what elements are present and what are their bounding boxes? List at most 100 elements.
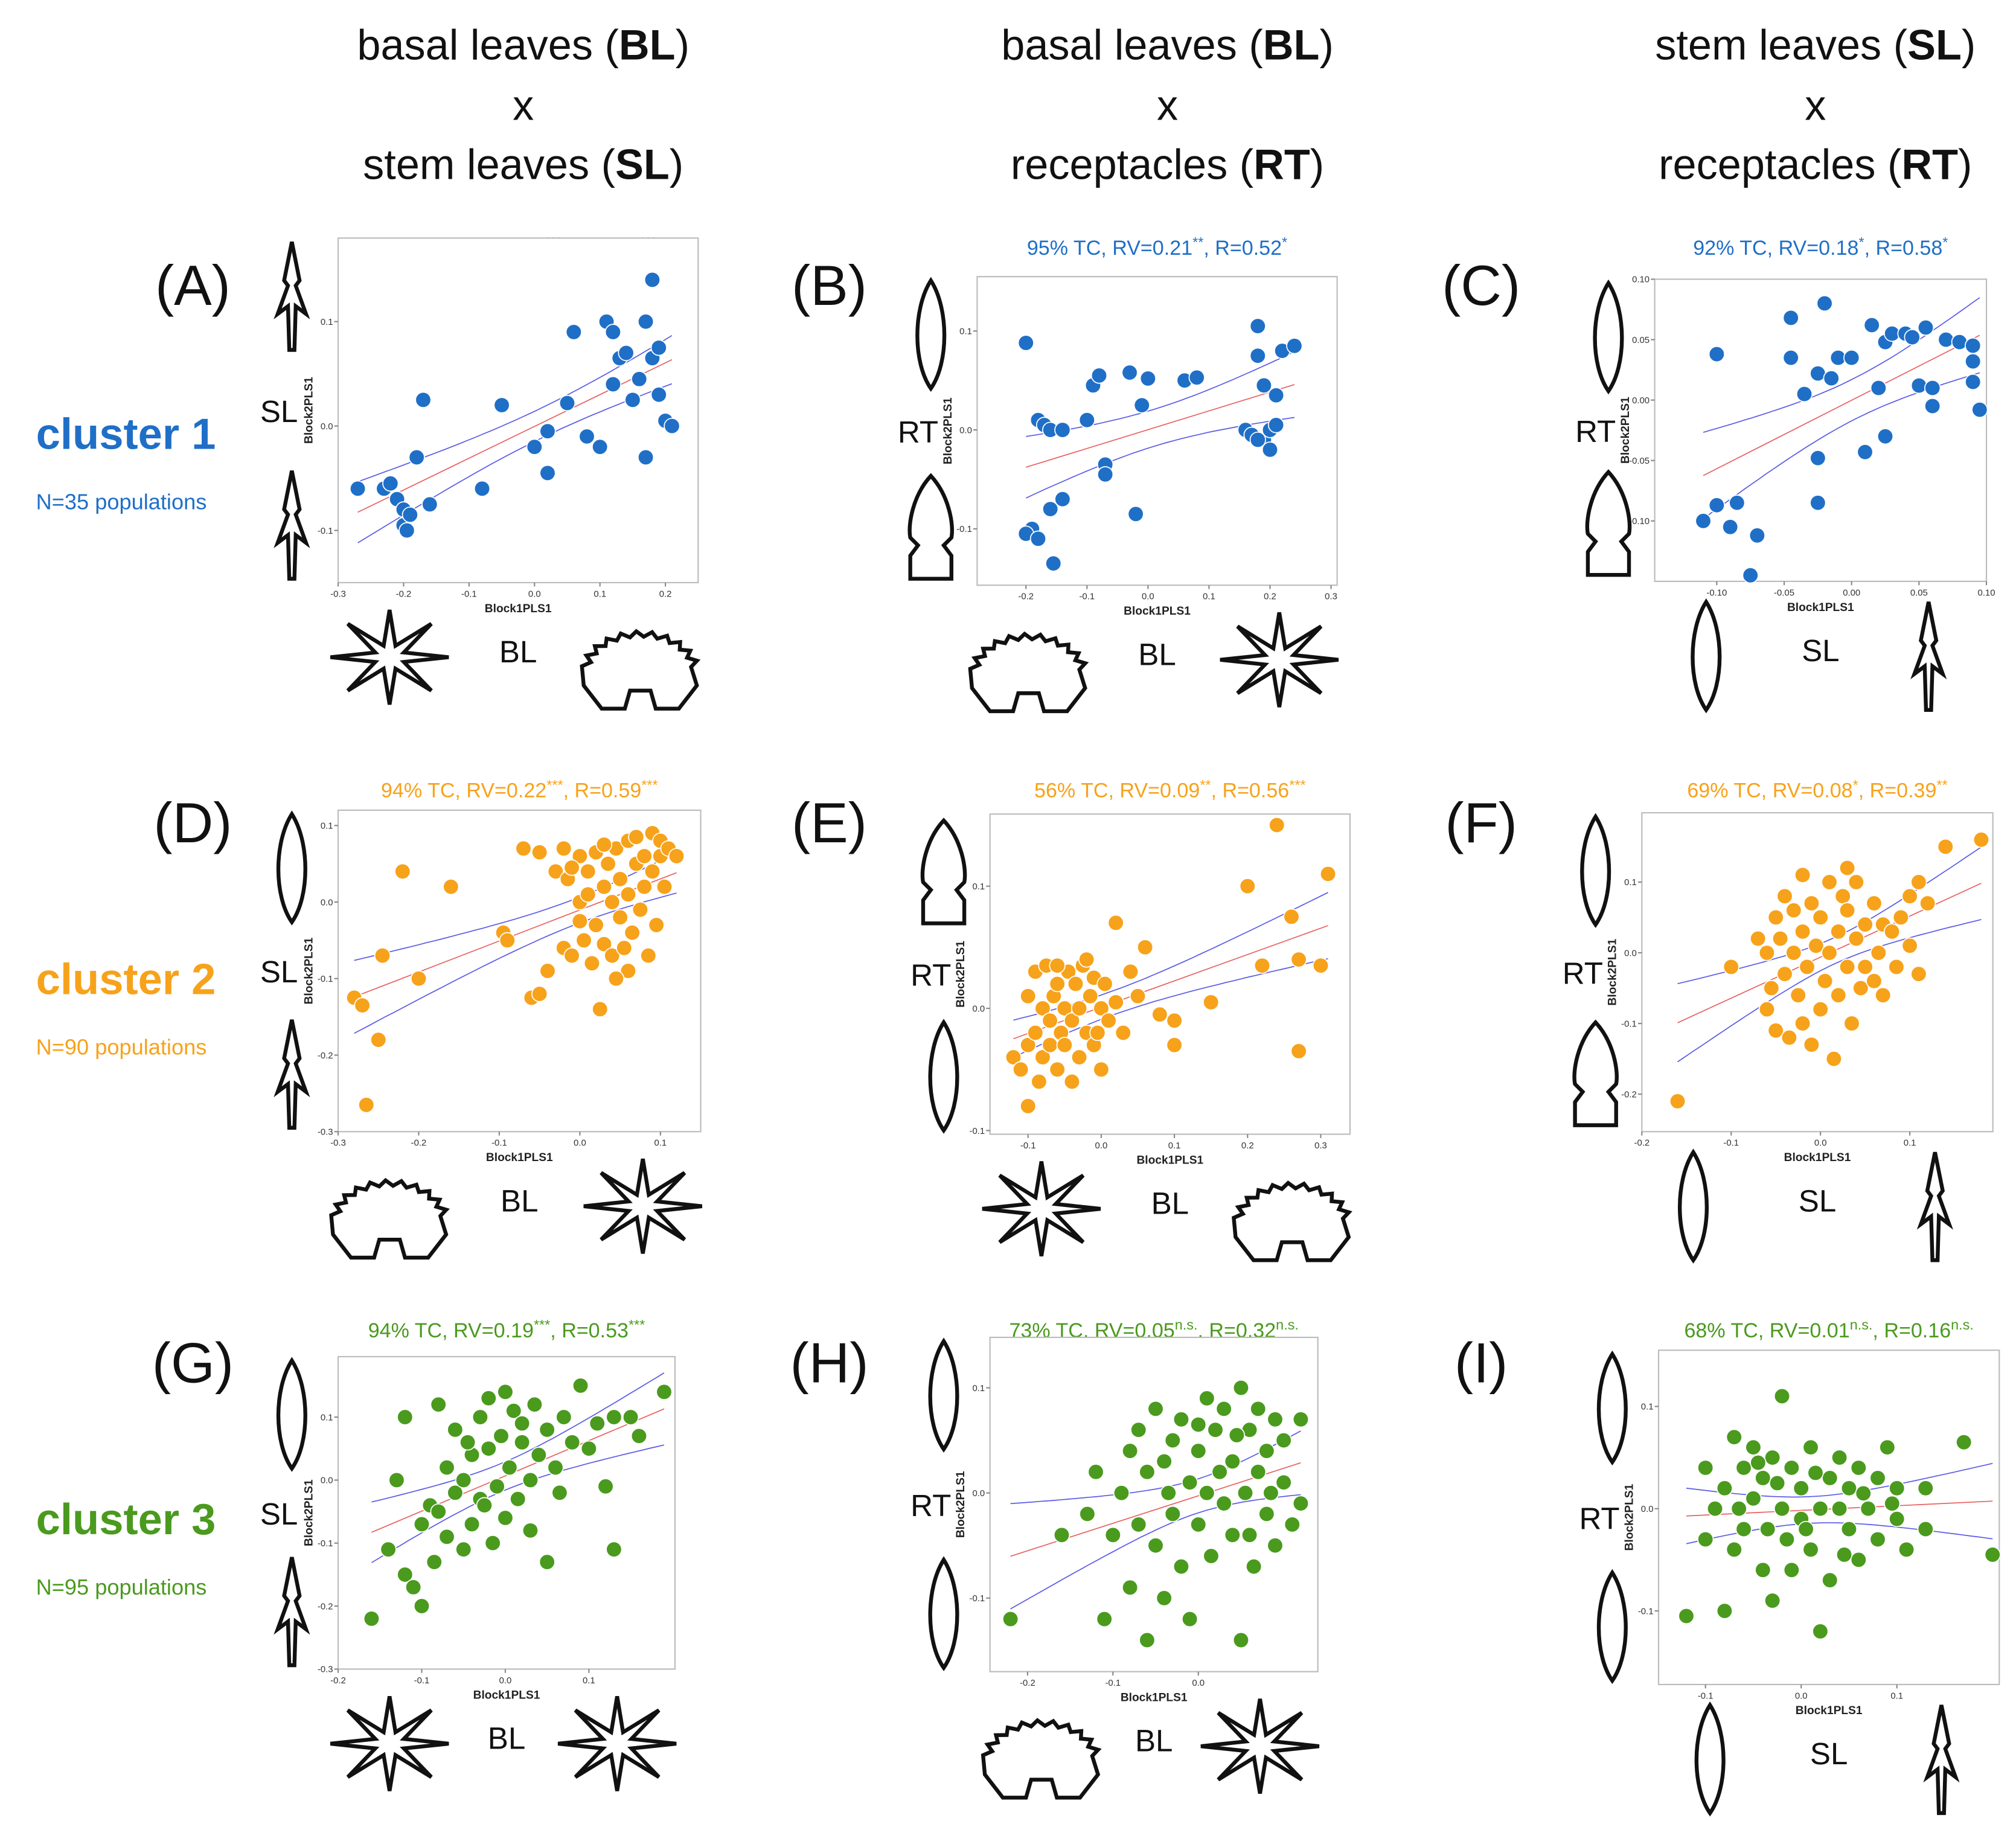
data-point xyxy=(1207,1421,1224,1438)
data-point xyxy=(522,1522,539,1539)
data-point xyxy=(1181,1474,1198,1491)
y-tick-label: -0.1 xyxy=(318,526,333,536)
data-point xyxy=(1767,909,1784,926)
x-tick-label: 0.3 xyxy=(1314,1141,1327,1151)
plot-frame xyxy=(989,1336,1319,1672)
data-point xyxy=(1857,916,1874,933)
shape-icon xyxy=(982,1161,1101,1256)
shape-icon xyxy=(276,810,307,926)
data-point xyxy=(580,886,597,903)
data-point xyxy=(1198,1485,1215,1502)
y-axis-label: Block2PLS1 xyxy=(1607,939,1619,1006)
column-header: stem leaves (SL) xyxy=(363,140,683,188)
data-point xyxy=(539,1421,555,1438)
data-point xyxy=(1807,1464,1824,1482)
y-axis-label: Block2PLS1 xyxy=(1623,1483,1636,1551)
data-point xyxy=(410,970,427,987)
plot-frame xyxy=(337,237,699,584)
data-point xyxy=(1917,1480,1934,1497)
data-point xyxy=(1215,1400,1232,1418)
data-point xyxy=(1924,379,1941,397)
data-point xyxy=(455,1471,472,1489)
data-point xyxy=(1759,1520,1776,1538)
title-part: , R=0.59 xyxy=(563,779,642,802)
shape-icon xyxy=(968,631,1089,714)
data-point xyxy=(1938,331,1954,348)
data-point xyxy=(604,324,621,341)
title-part: , R=0.53 xyxy=(550,1319,629,1342)
data-point xyxy=(1904,328,1921,346)
data-point xyxy=(1808,937,1825,954)
data-point xyxy=(1825,1051,1842,1067)
data-point xyxy=(583,955,601,972)
y-tick-label: 0.0 xyxy=(321,1476,333,1486)
data-point xyxy=(1078,951,1095,968)
data-point xyxy=(668,848,685,865)
data-point xyxy=(1810,450,1826,467)
data-point xyxy=(1755,1561,1771,1578)
header-part: receptacles ( xyxy=(1659,140,1901,188)
data-point xyxy=(1758,944,1776,961)
confidence-band xyxy=(1677,919,1982,1063)
panel-letter: (A) xyxy=(155,254,231,317)
data-point xyxy=(1984,1546,2001,1563)
panel-title: 92% TC, RV=0.18*, R=0.58* xyxy=(1693,234,1948,260)
data-point xyxy=(447,1421,464,1438)
data-point xyxy=(374,947,391,964)
data-point xyxy=(1803,1036,1820,1053)
data-point xyxy=(1249,431,1266,449)
data-point xyxy=(1275,1432,1292,1449)
title-part: ** xyxy=(1200,777,1211,793)
data-point xyxy=(1782,309,1799,327)
data-point xyxy=(1063,1012,1081,1029)
x-axis-label: Block1PLS1 xyxy=(1124,605,1191,618)
data-point xyxy=(1951,333,1968,351)
panel-letter: (E) xyxy=(792,791,867,854)
data-point xyxy=(1869,1470,1886,1487)
data-point xyxy=(1917,319,1934,336)
x-tick-label: 0.0 xyxy=(499,1676,512,1686)
data-point xyxy=(1090,367,1108,384)
data-point xyxy=(1785,902,1802,919)
data-point xyxy=(430,1503,447,1520)
data-point xyxy=(539,1554,555,1570)
data-point xyxy=(1255,377,1273,394)
data-point xyxy=(565,324,582,341)
data-point xyxy=(1830,987,1847,1003)
data-point xyxy=(1049,1061,1066,1078)
header-part: ) xyxy=(1319,21,1333,68)
data-point xyxy=(1708,497,1725,514)
data-point xyxy=(1292,1411,1310,1428)
cluster-label: cluster 1 xyxy=(36,410,216,459)
data-point xyxy=(1821,944,1838,961)
data-point xyxy=(472,1409,489,1426)
data-point xyxy=(1838,859,1856,877)
data-point xyxy=(1750,1454,1767,1471)
x-side-label: BL xyxy=(1138,637,1176,671)
data-point xyxy=(1730,1500,1747,1517)
data-point xyxy=(1139,1464,1156,1480)
data-point xyxy=(1267,1411,1284,1428)
data-point xyxy=(664,417,680,435)
plot-frame xyxy=(989,813,1351,1135)
x-tick-label: 0.2 xyxy=(659,589,672,599)
data-point xyxy=(589,1415,606,1432)
data-point xyxy=(578,428,595,445)
data-point xyxy=(1127,505,1144,522)
x-axis-label: Block1PLS1 xyxy=(485,603,552,615)
data-point xyxy=(1042,1037,1058,1054)
data-point xyxy=(656,878,673,895)
header-part: ) xyxy=(670,140,683,188)
data-point xyxy=(1773,1500,1791,1517)
data-point xyxy=(1203,1547,1220,1564)
data-point xyxy=(1020,1037,1037,1054)
x-side-label: BL xyxy=(499,635,537,669)
x-axis-label: Block1PLS1 xyxy=(1136,1154,1203,1167)
data-point xyxy=(1290,1043,1307,1060)
shape-icon xyxy=(1232,1180,1352,1263)
data-point xyxy=(1133,397,1150,414)
data-point xyxy=(1852,979,1869,997)
y-tick-label: -0.1 xyxy=(318,1539,333,1549)
x-axis-label: Block1PLS1 xyxy=(1784,1151,1851,1164)
x-tick-label: -0.2 xyxy=(1634,1139,1650,1148)
